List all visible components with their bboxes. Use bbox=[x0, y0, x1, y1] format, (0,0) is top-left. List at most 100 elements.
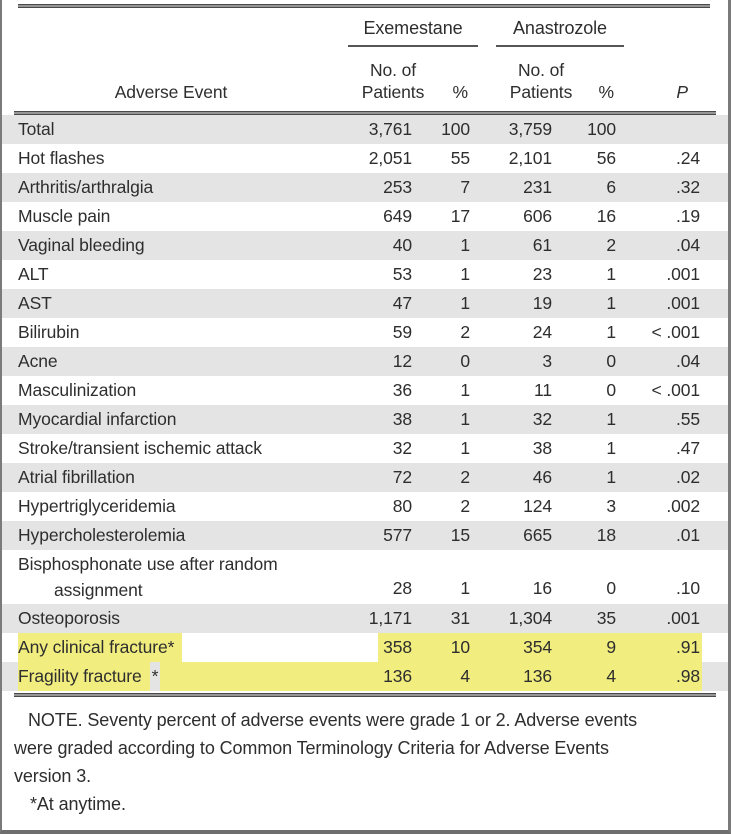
event-cell: Hot flashes bbox=[18, 148, 105, 168]
table-row: Bilirubin 59 2 24 1 < .001 bbox=[2, 318, 728, 347]
event-cell: Hypertriglyceridemia bbox=[18, 496, 176, 516]
p-value-cell: .02 bbox=[675, 467, 700, 487]
anastrozole-n-cell: 24 bbox=[532, 322, 552, 342]
exemestane-n-cell: 577 bbox=[383, 525, 412, 545]
anastrozole-pct-cell: 1 bbox=[606, 467, 616, 487]
p-value-cell: .55 bbox=[675, 409, 700, 429]
header-ex-percent: % bbox=[452, 82, 469, 102]
event-cell: Bilirubin bbox=[18, 322, 80, 342]
group-anastrozole: Anastrozole bbox=[472, 18, 624, 47]
p-value-cell: .91 bbox=[618, 633, 702, 662]
anastrozole-pct-cell: 56 bbox=[596, 148, 616, 168]
event-cell: Arthritis/arthralgia bbox=[18, 177, 154, 197]
table-row: AST 47 1 19 1 .001 bbox=[2, 289, 728, 318]
event-cell: Masculinization bbox=[18, 380, 137, 400]
table-row: Hypercholesterolemia 577 15 665 18 .01 bbox=[2, 521, 728, 550]
p-value-cell: .001 bbox=[666, 264, 700, 284]
exemestane-pct-cell: 1 bbox=[460, 438, 470, 458]
table-body: Total 3,761 100 3,759 100 Hot flashes 2,… bbox=[2, 115, 728, 691]
anastrozole-pct-cell: 1 bbox=[606, 264, 616, 284]
header-p-value: P bbox=[676, 82, 688, 102]
table-row: Atrial fibrillation 72 2 46 1 .02 bbox=[2, 463, 728, 492]
event-cell: Bisphosphonate use after random assignmen… bbox=[18, 554, 278, 600]
exemestane-n-cell: 28 bbox=[392, 578, 412, 598]
p-value-cell: .001 bbox=[666, 608, 700, 628]
exemestane-pct-cell: 2 bbox=[460, 496, 470, 516]
table-row: Any clinical fracture* 358 10 354 9 .91 bbox=[2, 633, 728, 662]
table-row: Osteoporosis 1,171 31 1,304 35 .001 bbox=[2, 604, 728, 633]
p-value-cell: .002 bbox=[666, 496, 700, 516]
event-cell: Fragility fracture * bbox=[18, 662, 324, 691]
p-value-cell: < .001 bbox=[651, 380, 700, 400]
exemestane-n-cell: 2,051 bbox=[368, 148, 412, 168]
table-row: Stroke/transient ischemic attack 32 1 38… bbox=[2, 434, 728, 463]
anastrozole-n-cell: 1,304 bbox=[508, 608, 552, 628]
p-value-cell: .47 bbox=[675, 438, 700, 458]
table-row: Hot flashes 2,051 55 2,101 56 .24 bbox=[2, 144, 728, 173]
anastrozole-n-cell: 11 bbox=[534, 380, 552, 400]
anastrozole-pct-cell: 0 bbox=[606, 380, 616, 400]
group-spacer-p bbox=[618, 18, 702, 47]
exemestane-n-cell: 36 bbox=[392, 380, 412, 400]
p-value-cell: .04 bbox=[675, 351, 700, 371]
anastrozole-n-cell: 3 bbox=[542, 351, 552, 371]
group-spacer bbox=[18, 18, 324, 47]
anastrozole-pct-cell: 4 bbox=[554, 662, 618, 691]
table-row: Bisphosphonate use after random assignmen… bbox=[2, 550, 728, 604]
table-row: Fragility fracture * 136 4 136 4 .98 bbox=[2, 662, 728, 691]
event-cell: AST bbox=[18, 293, 52, 313]
event-cell: Any clinical fracture* bbox=[18, 633, 324, 662]
anastrozole-n-cell: 19 bbox=[532, 293, 552, 313]
exemestane-pct-cell: 2 bbox=[460, 467, 470, 487]
group-exemestane: Exemestane bbox=[324, 18, 478, 47]
anastrozole-n-cell: 354 bbox=[472, 633, 554, 662]
anastrozole-pct-cell: 1 bbox=[606, 409, 616, 429]
table-row: Muscle pain 649 17 606 16 .19 bbox=[2, 202, 728, 231]
anastrozole-pct-cell: 18 bbox=[596, 525, 616, 545]
anastrozole-pct-cell: 35 bbox=[596, 608, 616, 628]
anastrozole-pct-cell: 0 bbox=[606, 578, 616, 598]
table-note: NOTE. Seventy percent of adverse events … bbox=[14, 706, 720, 818]
anastrozole-pct-cell: 0 bbox=[606, 351, 616, 371]
p-value-cell: .001 bbox=[666, 293, 700, 313]
exemestane-n-cell: 253 bbox=[383, 177, 412, 197]
table-row: Acne 12 0 3 0 .04 bbox=[2, 347, 728, 376]
anastrozole-pct-cell: 100 bbox=[587, 119, 616, 139]
note-line: NOTE. Seventy percent of adverse events … bbox=[28, 710, 638, 730]
event-cell: Acne bbox=[18, 351, 58, 371]
anastrozole-n-cell: 124 bbox=[523, 496, 552, 516]
anastrozole-pct-cell: 1 bbox=[606, 293, 616, 313]
anastrozole-pct-cell: 1 bbox=[606, 438, 616, 458]
exemestane-pct-cell: 2 bbox=[460, 322, 470, 342]
header-anastrozole-cols: No. of Patients % bbox=[472, 59, 618, 103]
exemestane-pct-cell: 1 bbox=[460, 578, 470, 598]
table-row: Vaginal bleeding 40 1 61 2 .04 bbox=[2, 231, 728, 260]
p-value-cell: .32 bbox=[675, 177, 700, 197]
top-rule bbox=[18, 4, 710, 8]
exemestane-pct-cell: 1 bbox=[460, 264, 470, 284]
exemestane-n-cell: 1,171 bbox=[368, 608, 412, 628]
exemestane-n-cell: 59 bbox=[392, 322, 412, 342]
exemestane-pct-cell: 15 bbox=[450, 525, 470, 545]
event-cell: Stroke/transient ischemic attack bbox=[18, 438, 262, 458]
column-header-row: Adverse Event No. of Patients % No. of P… bbox=[18, 47, 702, 111]
exemestane-pct-cell: 55 bbox=[450, 148, 470, 168]
exemestane-n-cell: 136 bbox=[324, 662, 414, 691]
exemestane-pct-cell: 1 bbox=[460, 409, 470, 429]
exemestane-n-cell: 32 bbox=[392, 438, 412, 458]
p-value-cell: .24 bbox=[675, 148, 700, 168]
exemestane-pct-cell: 31 bbox=[450, 608, 470, 628]
group-anastrozole-label: Anastrozole bbox=[496, 18, 624, 47]
header-an-percent: % bbox=[598, 82, 615, 102]
anastrozole-pct-cell: 2 bbox=[606, 235, 616, 255]
event-cell: ALT bbox=[18, 264, 49, 284]
anastrozole-pct-cell: 16 bbox=[596, 206, 616, 226]
note-line: were graded according to Common Terminol… bbox=[14, 738, 609, 758]
p-value-cell: .04 bbox=[675, 235, 700, 255]
anastrozole-n-cell: 61 bbox=[532, 235, 552, 255]
header-adverse-event: Adverse Event bbox=[114, 82, 228, 102]
table-row: ALT 53 1 23 1 .001 bbox=[2, 260, 728, 289]
exemestane-n-cell: 3,761 bbox=[368, 119, 412, 139]
table-row: Masculinization 36 1 11 0 < .001 bbox=[2, 376, 728, 405]
anastrozole-n-cell: 32 bbox=[532, 409, 552, 429]
